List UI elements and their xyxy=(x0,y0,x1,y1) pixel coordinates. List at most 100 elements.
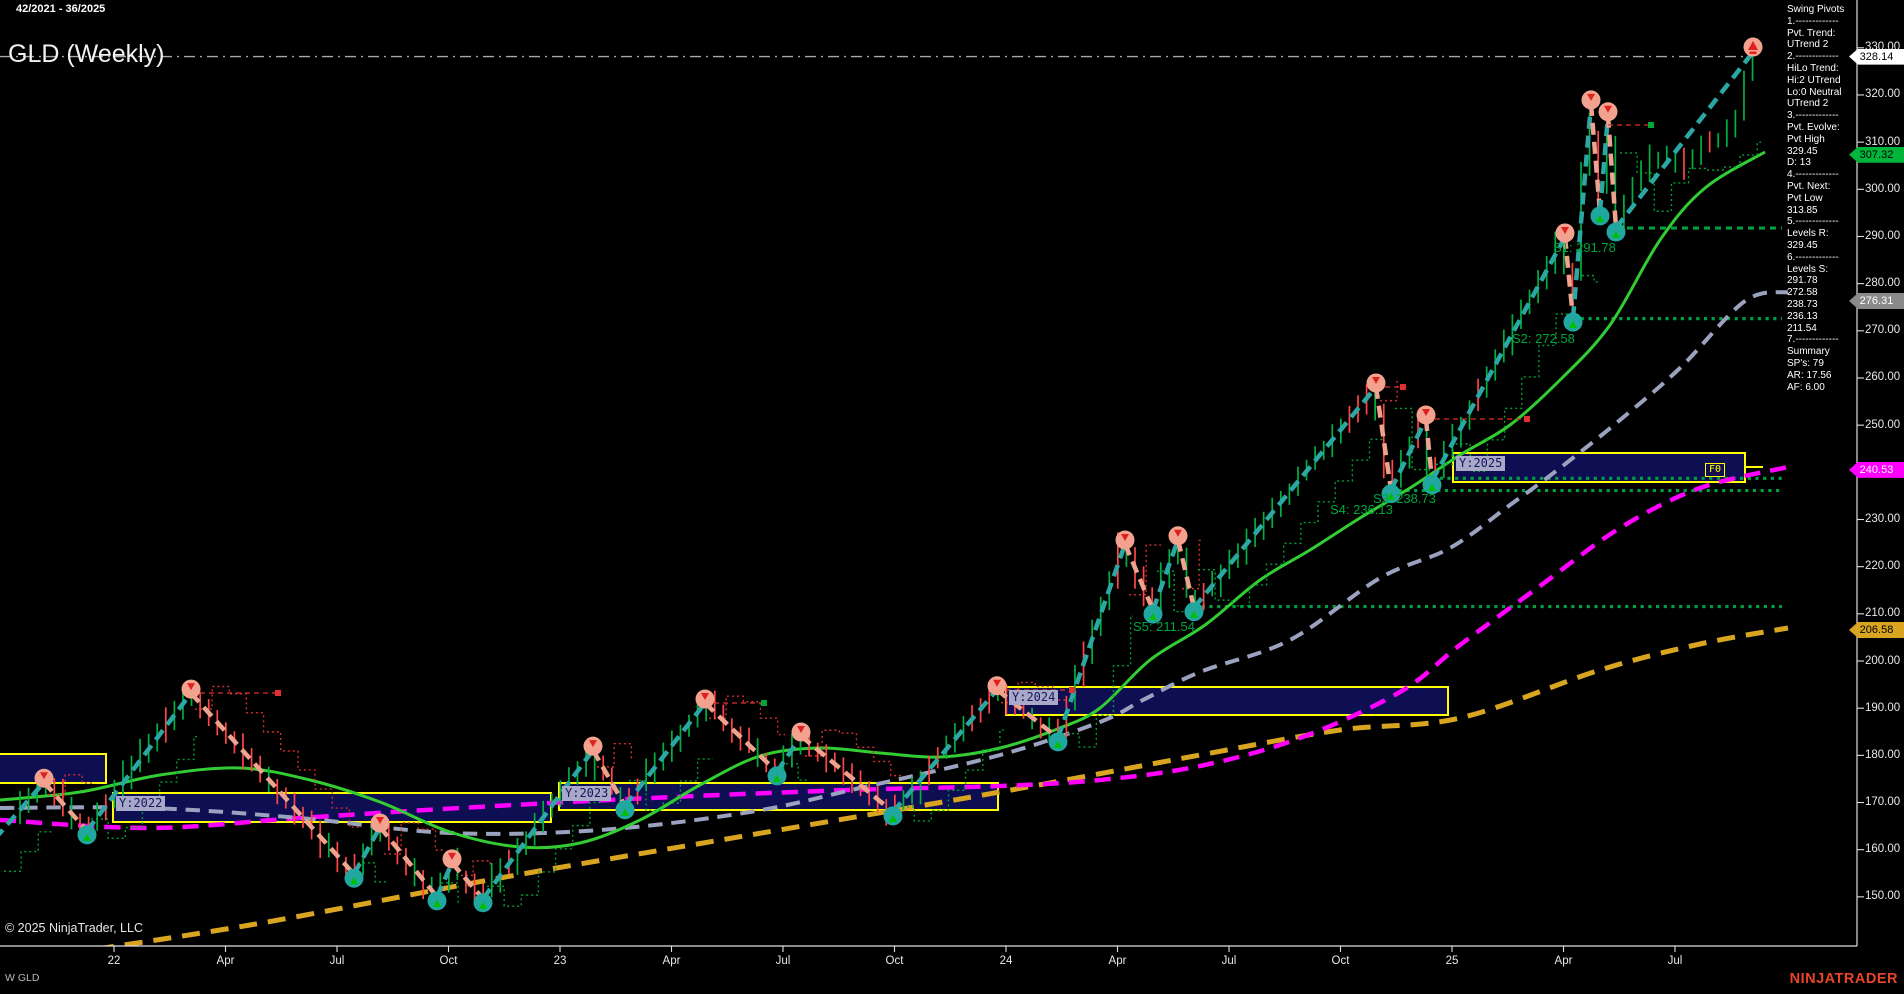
price-tick-label: 160.00 xyxy=(1865,843,1901,856)
pivot-low-marker xyxy=(1422,475,1442,495)
pivot-evolve-marker xyxy=(1648,122,1654,128)
time-tick-label: Apr xyxy=(1108,955,1127,967)
swing-up-line xyxy=(434,861,455,898)
panel-line: UTrend 2 xyxy=(1787,98,1829,110)
panel-line: 236.13 xyxy=(1787,310,1818,322)
pivot-high-marker xyxy=(695,689,715,709)
price-tag-ma-slowest: 206.58 xyxy=(1849,621,1904,638)
swing-down-line xyxy=(703,701,779,774)
panel-line: Pvt High xyxy=(1787,133,1825,145)
price-tick-label: 230.00 xyxy=(1865,513,1901,525)
swing-up-line xyxy=(1597,115,1611,213)
pivot-high-marker xyxy=(442,849,462,869)
pivot-high-marker xyxy=(1366,373,1386,393)
swing-up-line xyxy=(1055,543,1128,739)
time-tick-label: 25 xyxy=(1445,955,1459,967)
pivot-high-marker xyxy=(1555,223,1575,243)
support-level-label: S3: 238.73 xyxy=(1373,491,1436,506)
trail-step-line xyxy=(1620,141,1761,212)
pivot-low-marker xyxy=(1048,732,1068,752)
price-tick-label: 310.00 xyxy=(1865,135,1901,148)
ma-line-slow xyxy=(0,464,1789,831)
support-level-label: S5: 211.54 xyxy=(1133,619,1195,634)
panel-line: 291.78 xyxy=(1787,275,1818,287)
time-tick-label: Oct xyxy=(1331,955,1350,967)
pivot-low-marker xyxy=(77,825,97,845)
f0-label: F0 xyxy=(1705,463,1726,477)
time-tick-label: Apr xyxy=(1554,955,1573,967)
panel-line: Lo:0 Neutral xyxy=(1787,86,1842,98)
swing-down-line xyxy=(1175,539,1197,609)
pivot-high-marker xyxy=(34,768,54,788)
trail-step-line xyxy=(629,758,713,812)
swing-down-line xyxy=(450,861,485,901)
pivot-evolve-marker xyxy=(1524,416,1530,422)
price-tick-label: 170.00 xyxy=(1865,796,1901,809)
pivot-high-marker xyxy=(181,679,201,699)
swing-up-line xyxy=(623,701,707,808)
ma-line-slowest xyxy=(100,625,1789,946)
panel-line: 329.45 xyxy=(1787,145,1818,157)
pivot-low-marker xyxy=(883,806,903,826)
year-box-label: Y:2024 xyxy=(1009,690,1059,705)
time-tick-label: Jul xyxy=(1221,955,1237,967)
year-box-label: Y:2025 xyxy=(1456,456,1506,471)
panel-line: Pvt Low xyxy=(1787,192,1823,204)
pivot-low-marker xyxy=(427,891,447,911)
trail-step-line xyxy=(1062,615,1133,748)
trail-step-line xyxy=(48,774,95,796)
support-level-label: S2: 272.58 xyxy=(1512,331,1575,346)
swing-pivots-panel: Swing Pivots 1.------------- Pvt. Trend: UT… xyxy=(1787,4,1857,393)
pivot-evolve-marker xyxy=(275,690,281,696)
price-tick-label: 300.00 xyxy=(1865,182,1901,195)
pivot-high-marker xyxy=(370,813,390,833)
support-level-label: S1: 291.78 xyxy=(1553,240,1616,255)
price-tick-label: 180.00 xyxy=(1865,748,1901,761)
price-tag-ma-mid: 276.31 xyxy=(1849,293,1904,310)
trail-step-line xyxy=(897,729,1005,822)
panel-line: AR: 17.56 xyxy=(1787,369,1832,381)
year-box-label: Y:2023 xyxy=(562,786,612,801)
price-tick-label: 200.00 xyxy=(1865,654,1901,667)
panel-line: Levels R: xyxy=(1787,228,1829,240)
ma-line-mid xyxy=(0,290,1789,836)
pivot-low-marker xyxy=(1606,222,1626,242)
plot-area[interactable] xyxy=(0,37,1789,962)
panel-line: Pvt. Next: xyxy=(1787,180,1831,192)
pivot-low-marker xyxy=(615,800,635,820)
price-tick-label: 270.00 xyxy=(1865,324,1901,337)
price-tick-label: 250.00 xyxy=(1865,418,1901,431)
panel-line: 1.------------- xyxy=(1787,15,1839,27)
swing-down-line xyxy=(1562,236,1576,319)
swing-down-line xyxy=(799,734,895,814)
time-tick-label: Jul xyxy=(775,955,791,967)
pivot-high-marker xyxy=(791,722,811,742)
swing-up-line xyxy=(1614,50,1755,230)
swing-down-line xyxy=(42,780,89,833)
trail-step-line xyxy=(487,801,601,907)
panel-line: 7.------------- xyxy=(1787,334,1839,346)
swing-down-line xyxy=(1423,418,1435,482)
panel-line: 4.------------- xyxy=(1787,169,1839,181)
pivot-evolve-marker xyxy=(1069,687,1075,693)
panel-line: 313.85 xyxy=(1787,204,1818,216)
price-tick-label: 290.00 xyxy=(1865,229,1901,242)
swing-up-line xyxy=(85,691,193,833)
time-tick-label: Oct xyxy=(439,955,458,967)
swing-down-line xyxy=(591,749,627,807)
swing-up-line xyxy=(1570,103,1594,319)
pivot-evolve-marker xyxy=(761,700,767,706)
evolving-pivot-marker xyxy=(1743,37,1763,57)
time-tick-label: Apr xyxy=(662,955,681,967)
pivot-low-marker xyxy=(1381,484,1401,504)
swing-up-line xyxy=(1192,385,1378,610)
swing-down-line xyxy=(378,825,439,899)
panel-line: 6.------------- xyxy=(1787,251,1839,263)
time-tick-label: Apr xyxy=(216,955,235,967)
swing-down-line xyxy=(995,688,1060,740)
swing-down-line xyxy=(1373,386,1394,491)
price-tick-label: 220.00 xyxy=(1865,560,1901,573)
price-tag-ma-fast: 307.32 xyxy=(1849,146,1904,163)
panel-line: 3.------------- xyxy=(1787,110,1839,122)
